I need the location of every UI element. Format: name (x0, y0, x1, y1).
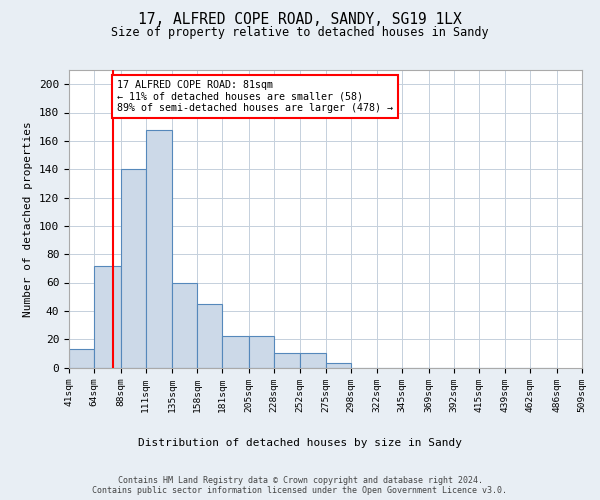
Bar (121, 169, 146, 368)
Bar (326, 363, 351, 368)
Text: Size of property relative to detached houses in Sandy: Size of property relative to detached ho… (111, 26, 489, 39)
Bar (249, 336, 274, 368)
Bar (197, 304, 223, 368)
Bar (146, 130, 172, 368)
Bar (172, 282, 197, 368)
Bar (94, 266, 121, 368)
Text: 17, ALFRED COPE ROAD, SANDY, SG19 1LX: 17, ALFRED COPE ROAD, SANDY, SG19 1LX (138, 12, 462, 28)
Bar (69, 349, 94, 368)
Text: Distribution of detached houses by size in Sandy: Distribution of detached houses by size … (138, 438, 462, 448)
Bar (274, 354, 300, 368)
Bar (223, 336, 249, 368)
Text: Contains HM Land Registry data © Crown copyright and database right 2024.
Contai: Contains HM Land Registry data © Crown c… (92, 476, 508, 495)
Y-axis label: Number of detached properties: Number of detached properties (23, 121, 34, 316)
Text: 17 ALFRED COPE ROAD: 81sqm
← 11% of detached houses are smaller (58)
89% of semi: 17 ALFRED COPE ROAD: 81sqm ← 11% of deta… (117, 80, 393, 113)
Bar (300, 354, 326, 368)
